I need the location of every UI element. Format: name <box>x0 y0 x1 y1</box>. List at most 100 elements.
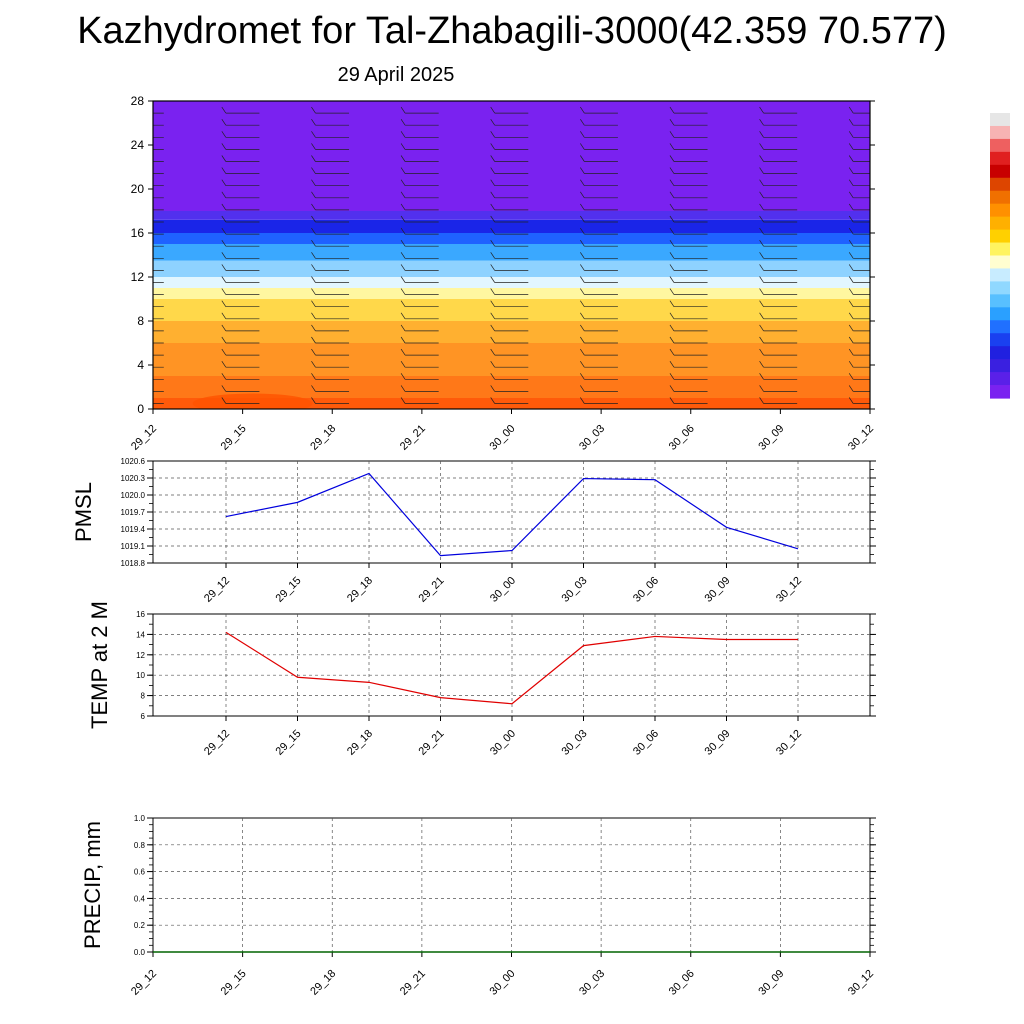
wind-barb-flag <box>669 300 675 307</box>
x-tick-label: 29_12 <box>202 575 232 605</box>
wind-barb-flag <box>669 397 675 404</box>
heatmap-layer <box>153 101 870 211</box>
y-tick-label: 0.6 <box>134 868 146 877</box>
wind-barb-flag <box>580 143 585 150</box>
wind-barb-flag <box>759 143 764 150</box>
wind-barb-flag <box>400 361 406 368</box>
y-axis-title: PMSL <box>71 482 96 542</box>
wind-barb-flag <box>669 203 675 211</box>
wind-barb-flag <box>311 324 316 332</box>
wind-barb-flag <box>669 155 675 162</box>
wind-barb-flag <box>759 131 764 138</box>
wind-barb-flag <box>580 385 585 392</box>
series-line <box>225 631 798 705</box>
wind-barb-flag <box>311 143 316 150</box>
x-tick-label: 29_12 <box>129 968 159 998</box>
wind-barb-flag <box>669 179 675 186</box>
wind-barb-flag <box>669 385 675 392</box>
x-tick-label: 29_21 <box>417 728 447 758</box>
wind-barb-flag <box>311 119 316 126</box>
y-tick-label: 1019.1 <box>121 542 146 551</box>
y-tick-label: 1020.3 <box>121 474 146 483</box>
wind-barb-flag <box>221 203 227 211</box>
wind-barb-flag <box>311 215 316 223</box>
y-tick-label: 12 <box>136 651 145 660</box>
page-subtitle: 29 April 2025 <box>337 64 455 86</box>
colorbar-swatch <box>990 320 1010 334</box>
wind-barb-flag <box>400 143 406 150</box>
wind-barb-flag <box>311 361 316 368</box>
wind-barb-flag <box>848 252 854 259</box>
wind-barb-flag <box>490 215 495 223</box>
x-tick-label: 29_21 <box>398 968 428 998</box>
wind-barb-flag <box>759 373 764 380</box>
wind-barb-flag <box>221 324 227 332</box>
wind-barb-flag <box>400 131 406 138</box>
wind-barb-flag <box>759 397 764 404</box>
wind-barb-flag <box>759 336 764 344</box>
y-tick-label: 16 <box>136 610 145 619</box>
wind-barb-flag <box>759 300 764 307</box>
wind-barb-flag <box>138 289 142 295</box>
wind-barb-flag <box>759 385 764 392</box>
wind-barb-flag <box>400 300 406 307</box>
colorbar-swatch <box>990 242 1010 257</box>
wind-barb-flag <box>490 203 495 211</box>
heatmap-layer <box>153 288 870 299</box>
wind-barb-flag <box>221 119 227 126</box>
wind-barb-flag <box>490 336 495 344</box>
wind-barb-flag <box>848 288 854 295</box>
heatmap-y-tick-label: 28 <box>131 94 145 108</box>
wind-barb-flag <box>400 348 406 356</box>
x-tick-label: 29_18 <box>345 575 375 605</box>
heatmap-layer <box>153 244 870 261</box>
wind-barb-flag <box>848 397 854 404</box>
wind-barb-flag <box>138 131 142 137</box>
wind-barb-flag <box>669 324 675 332</box>
wind-barb-flag <box>848 155 854 162</box>
wind-barb-flag <box>311 227 316 235</box>
wind-barb-flag <box>490 106 495 114</box>
x-tick-label: 30_00 <box>488 968 518 998</box>
wind-barb-flag <box>490 240 495 247</box>
y-tick-label: 0.2 <box>134 921 146 930</box>
wind-barb-flag <box>759 106 764 114</box>
wind-barb-flag <box>669 288 675 295</box>
wind-barb-flag <box>669 215 675 223</box>
wind-barb-flag <box>138 349 142 355</box>
wind-barb-flag <box>490 155 495 162</box>
wind-barb-flag <box>580 397 585 404</box>
panel-frame <box>152 613 871 717</box>
wind-barb-flag <box>580 264 585 271</box>
wind-barb-flag <box>580 348 585 356</box>
wind-barb-flag <box>138 301 142 307</box>
x-tick-label: 30_12 <box>774 575 804 605</box>
x-tick-label: 29_15 <box>274 728 304 758</box>
wind-barb-flag <box>580 240 585 247</box>
wind-barb-flag <box>759 324 764 332</box>
wind-barb-flag <box>138 119 142 125</box>
wind-barb-flag <box>848 361 854 368</box>
wind-barb-flag <box>669 336 675 344</box>
wind-barb-flag <box>490 276 495 283</box>
wind-barb-flag <box>311 252 316 259</box>
heatmap-y-tick-label: 0 <box>137 402 144 416</box>
heatmap-layer <box>153 219 870 233</box>
wind-barb-flag <box>221 143 227 150</box>
wind-barb-flag <box>221 252 227 259</box>
wind-barb-flag <box>400 252 406 259</box>
wind-barb-flag <box>848 276 854 283</box>
wind-barb-flag <box>490 252 495 259</box>
y-tick-label: 10 <box>136 671 145 680</box>
y-tick-label: 0.0 <box>134 948 146 957</box>
x-tick-label: 30_03 <box>577 968 607 998</box>
wind-barb-flag <box>400 385 406 392</box>
wind-barb-flag <box>400 203 406 211</box>
x-tick-label: 30_03 <box>560 728 590 758</box>
wind-barb-flag <box>848 203 854 211</box>
y-tick-label: 1020.6 <box>121 457 146 466</box>
x-tick-label: 30_06 <box>631 575 661 605</box>
wind-barb-flag <box>580 300 585 307</box>
wind-barb-flag <box>221 167 227 174</box>
colorbar-swatch <box>990 359 1010 373</box>
